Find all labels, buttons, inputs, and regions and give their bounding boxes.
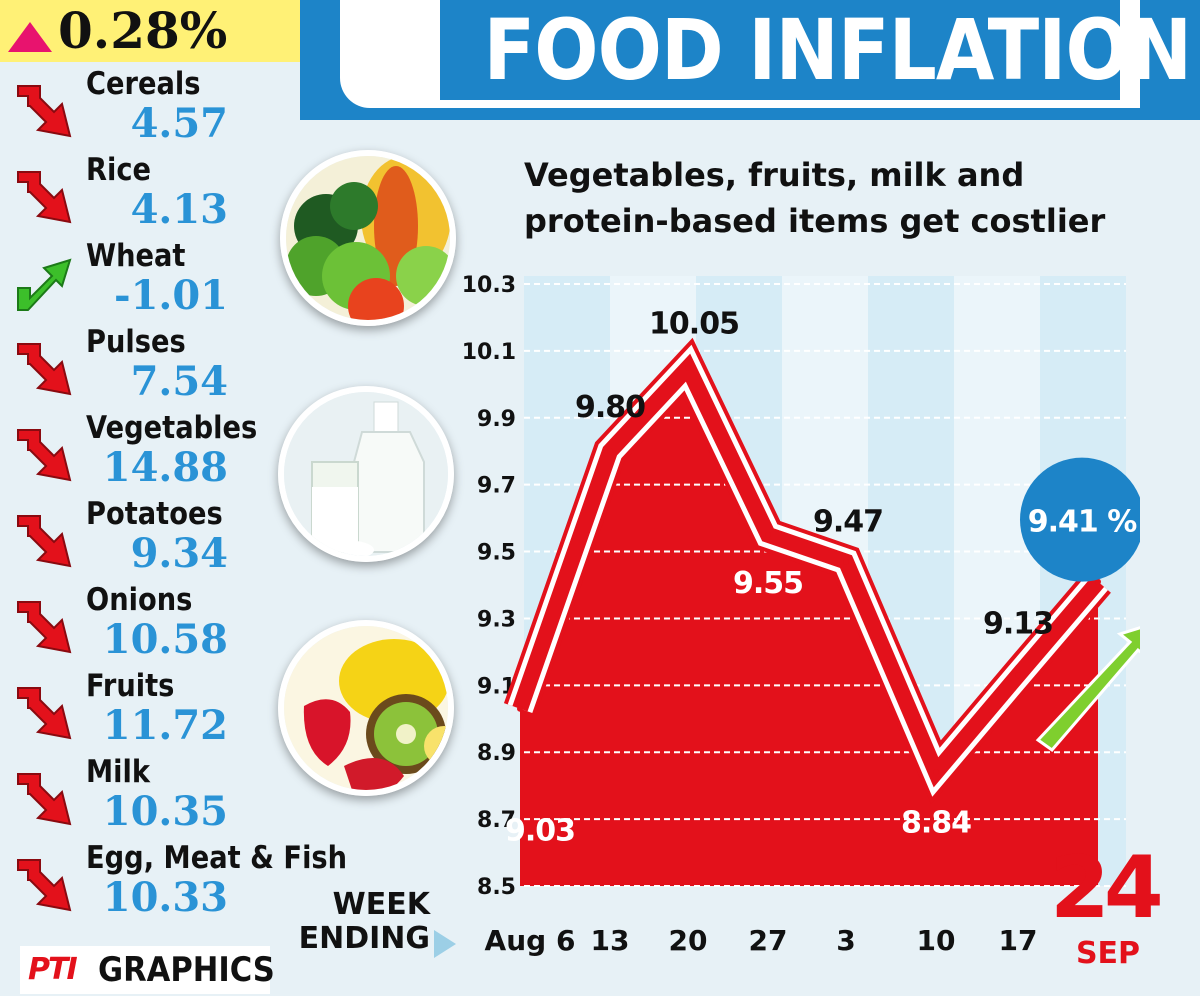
trend-down-arrow-icon [17,171,72,224]
commodity-value: 4.13 [130,186,228,233]
chart-subtitle: Vegetables, fruits, milk and protein-bas… [524,156,1106,240]
overall-change-badge: 0.28% [0,0,300,62]
commodity-name: Wheat [86,238,186,274]
data-point [517,705,523,712]
up-triangle-icon [8,22,52,52]
headline-panel [440,0,1120,100]
commodity-value: 11.72 [102,702,228,749]
commodity-value: 10.58 [102,616,228,663]
commodity-name: Vegetables [86,410,258,446]
commodity-name: Rice [86,152,152,188]
y-tick-label: 10.3 [462,273,516,298]
commodity-item: Fruits 11.72 [0,664,290,750]
latest-value-bubble [1020,457,1140,582]
play-arrow-icon [434,930,456,958]
commodity-name: Cereals [86,66,201,102]
data-point [607,448,613,455]
pti-logo: PTI [28,952,78,987]
commodity-item: Milk 10.35 [0,750,290,836]
data-label: 9.80 [575,390,645,425]
series-line [512,353,1105,788]
x-tick-label: 27 [749,924,788,957]
trend-down-arrow-icon [17,773,72,826]
data-label: 8.84 [901,805,971,840]
data-point [1095,578,1101,585]
latest-week-day: 24 [1050,838,1164,938]
commodity-name: Potatoes [86,496,223,532]
vegetables-photo [280,150,456,326]
page-title: FOOD INFLATION [483,1,1193,99]
commodity-value: 10.33 [102,874,228,921]
x-tick-label: 20 [669,924,708,957]
commodity-item: Onions 10.58 [0,578,290,664]
commodity-item: Potatoes 9.34 [0,492,290,578]
commodity-value: -1.01 [113,272,228,319]
milk-photo [278,386,454,562]
trend-up-arrow-icon [17,258,72,311]
x-tick-label: 10 [917,924,956,957]
data-point [1015,672,1021,679]
data-label: 9.47 [813,505,883,540]
y-tick-label: 8.5 [477,875,516,900]
data-point [685,364,691,371]
trend-down-arrow-icon [17,601,72,654]
commodity-value: 14.88 [102,444,228,491]
commodity-item: Cereals 4.57 [0,62,290,148]
data-label: 9.41 % [1028,505,1137,540]
y-tick-label: 8.9 [477,741,516,766]
x-axis-title: WEEK ENDING [298,887,430,956]
commodity-name: Milk [86,754,150,790]
y-tick-label: 9.9 [477,407,516,432]
latest-week-month: SEP [1075,936,1141,971]
data-point [843,558,849,565]
y-tick-label: 10.1 [462,340,516,365]
source-credit: PTI GRAPHICS [20,946,275,994]
commodity-name: Onions [86,582,193,618]
commodity-value: 4.57 [130,100,228,147]
trend-down-arrow-icon [17,429,72,482]
source-label: GRAPHICS [98,950,275,990]
trend-down-arrow-icon [17,687,72,740]
commodity-item: Rice 4.13 [0,148,290,234]
overall-change-value: 0.28% [58,1,228,60]
commodity-value: 7.54 [130,358,228,405]
data-label: 10.05 [649,307,739,342]
commodity-value: 9.34 [130,530,228,577]
commodity-name: Pulses [86,324,186,360]
commodity-value: 10.35 [102,788,228,835]
x-tick-label: 3 [836,924,855,957]
trend-down-arrow-icon [17,515,72,568]
data-point [933,769,939,776]
commodity-item: Vegetables 14.88 [0,406,290,492]
commodity-item: Pulses 7.54 [0,320,290,406]
data-label: 9.03 [505,814,575,849]
x-tick-label: 13 [591,924,630,957]
data-label: 9.55 [733,566,803,601]
x-tick-label: Aug 6 [485,924,576,957]
data-label: 9.13 [983,606,1053,641]
y-tick-label: 9.3 [477,607,516,632]
line-chart: 8.58.78.99.19.39.59.79.910.110.39.039.80… [462,273,1140,957]
y-tick-label: 8.7 [477,808,516,833]
trend-down-arrow-icon [17,859,72,912]
fruits-photo [278,620,454,796]
commodity-list: Cereals 4.57 Rice 4.13 Wheat -1.01 Pulses 7.54 V… [0,62,347,932]
uptrend-arrow-icon [1035,626,1140,753]
x-tick-label: 17 [999,924,1038,957]
commodity-name: Egg, Meat & Fish [86,840,348,876]
y-tick-label: 9.5 [477,541,516,566]
commodity-item: Egg, Meat & Fish 10.33 [0,836,347,922]
trend-down-arrow-icon [17,343,72,396]
commodity-name: Fruits [86,668,175,704]
commodity-item: Wheat -1.01 [0,234,290,320]
data-point [765,531,771,538]
y-tick-label: 9.7 [477,474,516,499]
trend-down-arrow-icon [17,85,72,138]
